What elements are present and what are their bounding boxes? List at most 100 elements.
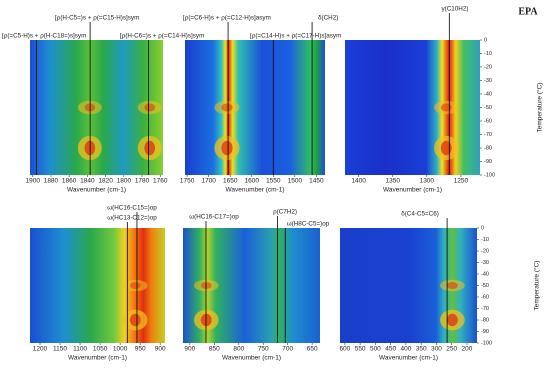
y-tick-label: -50 — [484, 105, 492, 111]
annotation: [ρ(H-C6=)s + ρ(=C14-H)s]sym — [120, 33, 204, 40]
x-tick-label: 1700 — [201, 178, 216, 185]
y-tick-label: 0 — [484, 37, 487, 43]
annotation: ρ(C7H2) — [273, 209, 297, 216]
x-tick-label: 1900 — [25, 178, 40, 185]
y-tick-label: -100 — [481, 340, 492, 346]
y-tick-label: -10 — [481, 237, 489, 243]
figure-label: EPA — [518, 6, 538, 17]
y-tick-label: -30 — [484, 78, 492, 84]
x-tick-label: 1500 — [288, 178, 303, 185]
x-axis-label: Wavenumber (cm-1) — [383, 187, 442, 194]
y-tick-label: -60 — [481, 294, 489, 300]
annotation: [ρ(H-C5=)s + ρ(=C15-H)s]sym — [55, 15, 139, 22]
y-tick-label: -70 — [481, 306, 489, 312]
x-axis-label: Wavenumber (cm-1) — [222, 355, 281, 362]
x-tick-label: 1820 — [98, 178, 113, 185]
x-tick-label: 1300 — [420, 178, 435, 185]
y-tick-label: -40 — [484, 91, 492, 97]
y-tick-label: -70 — [484, 132, 492, 138]
annotation: ω(HC16-C15=)op — [107, 205, 157, 212]
panel: 900 850 800 750 700 650 Wavenumber (cm-1) ω(HC1… — [183, 209, 330, 362]
heatmap-hotspot — [440, 140, 452, 156]
x-tick-label: 1100 — [73, 346, 87, 353]
y-axis-label: Temperature (°C) — [536, 83, 544, 133]
heatmap-hotspot — [129, 282, 141, 289]
heatmap-hotspot — [129, 313, 141, 327]
x-tick-label: 250 — [446, 346, 457, 353]
x-tick-label: 1550 — [266, 178, 281, 185]
y-tick-label: -50 — [481, 283, 489, 289]
x-tick-label: 1350 — [385, 178, 400, 185]
annotation: [ρ(=C5-H)s + ρ(H-C18=)s]sym — [2, 33, 86, 40]
y-tick-label: -60 — [484, 118, 492, 124]
heatmap-hotspot — [221, 140, 233, 156]
annotation: δ(C4-C5=C6) — [401, 211, 439, 218]
y-tick-label: -90 — [481, 329, 489, 335]
x-tick-label: 1800 — [117, 178, 132, 185]
x-tick-label: 950 — [135, 346, 146, 353]
x-tick-label: 1860 — [62, 178, 77, 185]
x-tick-label: 200 — [462, 346, 473, 353]
y-tick-label: 0 — [481, 225, 484, 231]
x-tick-label: 700 — [282, 346, 293, 353]
x-tick-label: 750 — [258, 346, 269, 353]
x-tick-label: 1000 — [113, 346, 128, 353]
x-axis-label: Wavenumber (cm-1) — [68, 355, 127, 362]
x-tick-label: 650 — [307, 346, 318, 353]
y-tick-label: -80 — [481, 317, 489, 323]
heatmap-hotspot — [144, 140, 156, 156]
heatmap-hotspot — [144, 103, 156, 112]
heatmap-hotspot — [440, 103, 452, 112]
y-axis-label: Temperature (°C) — [533, 261, 541, 311]
panel: 1750 1700 1650 1600 1550 1500 1450 Wavenumber (… — [180, 15, 341, 194]
x-tick-label: 1600 — [245, 178, 260, 185]
x-tick-label: 900 — [184, 346, 195, 353]
x-tick-label: 1780 — [135, 178, 150, 185]
heatmap — [185, 40, 325, 175]
x-tick-label: 1200 — [33, 346, 48, 353]
heatmap-hotspot — [446, 313, 458, 327]
x-tick-label: 1450 — [309, 178, 324, 185]
annotation: δ(CH2) — [318, 15, 338, 22]
y-tick-label: -40 — [481, 271, 489, 277]
y-tick-label: -20 — [484, 64, 492, 70]
annotation: [ρ(=C14-H)s + ρ(=C17-H)s]asym — [250, 33, 341, 40]
x-tick-label: 1840 — [80, 178, 95, 185]
x-tick-label: 1650 — [223, 178, 238, 185]
x-tick-label: 500 — [370, 346, 381, 353]
x-tick-label: 550 — [355, 346, 366, 353]
x-tick-label: 300 — [431, 346, 442, 353]
x-tick-label: 900 — [155, 346, 166, 353]
y-tick-label: -90 — [484, 159, 492, 165]
heatmap — [345, 40, 480, 175]
x-tick-label: 1250 — [454, 178, 469, 185]
x-tick-label: 600 — [339, 346, 350, 353]
y-tick-label: -10 — [484, 51, 492, 57]
x-tick-label: 800 — [233, 346, 244, 353]
x-tick-label: 1760 — [153, 178, 168, 185]
x-axis-label: Wavenumber (cm-1) — [379, 355, 438, 362]
heatmap-hotspot — [446, 282, 458, 289]
y-tick-label: -30 — [481, 260, 489, 266]
x-tick-label: 850 — [209, 346, 220, 353]
x-tick-label: 1150 — [53, 346, 67, 353]
x-tick-label: 1050 — [93, 346, 108, 353]
x-axis-label: Wavenumber (cm-1) — [67, 187, 126, 194]
panel: 1900 1880 1860 1840 1820 1800 1780 1760 Wavenumb… — [2, 15, 204, 194]
annotation: ω(H8C-C5=)op — [287, 221, 330, 228]
annotation: γ(C10H2) — [442, 6, 469, 13]
y-tick-label: -20 — [481, 248, 489, 254]
panel: 600 550 500 450 400 350 300 250 200 Wavenumber (c… — [339, 211, 540, 362]
y-tick-label: -80 — [484, 145, 492, 151]
panel: 1400 1350 1300 1250 Wavenumber (cm-1) 0 -10 -20… — [345, 6, 544, 194]
annotation: ω(HC13-C12=)op — [107, 215, 157, 222]
x-tick-label: 350 — [416, 346, 427, 353]
heatmap-hotspot — [221, 103, 233, 112]
x-tick-label: 1400 — [351, 178, 366, 185]
x-tick-label: 450 — [385, 346, 396, 353]
annotation: ω(HC16-C17=)op — [189, 214, 239, 221]
annotation: [ρ(=C6-H)s + ρ(=C12-H)s]asym — [183, 15, 271, 22]
x-tick-label: 400 — [400, 346, 411, 353]
y-tick-label: -100 — [484, 172, 495, 178]
